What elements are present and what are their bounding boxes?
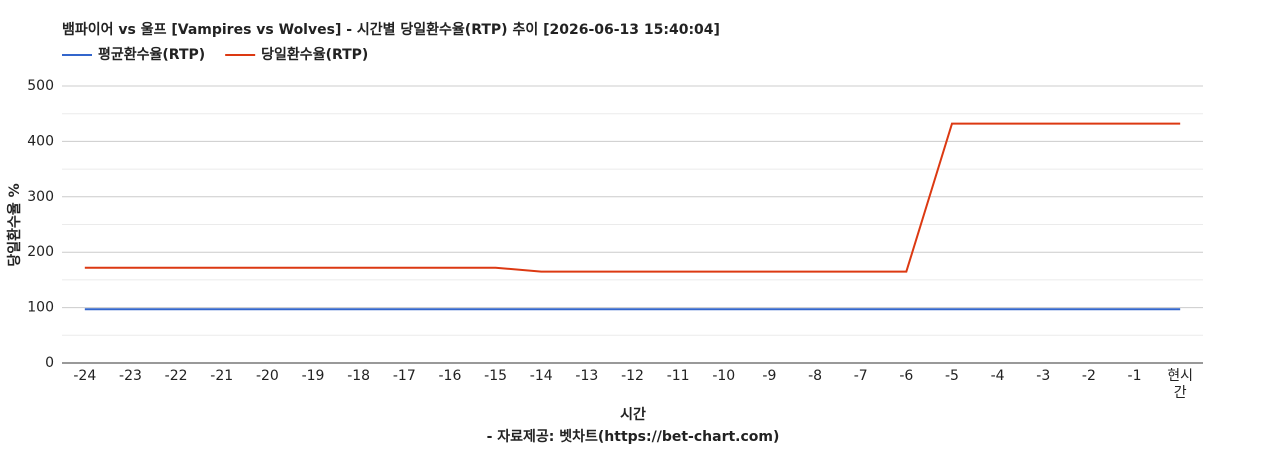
y-tick-label: 200 <box>27 244 54 260</box>
x-tick-label: -20 <box>255 368 279 384</box>
x-tick-label: -2 <box>1081 368 1096 384</box>
x-tick-label: -23 <box>119 368 142 384</box>
legend-label: 평균환수율(RTP) <box>98 46 205 63</box>
x-tick-label: -17 <box>392 368 416 384</box>
x-tick-label: -16 <box>438 368 462 384</box>
y-axis-label: 당일환수율 % <box>6 183 23 266</box>
x-tick-label: -11 <box>666 368 690 384</box>
data-line <box>84 122 1181 273</box>
x-tick-label: -15 <box>484 368 508 384</box>
x-tick-label: -21 <box>210 368 234 384</box>
x-tick-label: 현시간 <box>1167 368 1194 401</box>
x-axis-label: 시간 <box>620 406 646 423</box>
y-tick-label: 400 <box>27 133 54 149</box>
x-tick-label: -4 <box>990 368 1005 384</box>
x-tick-label: -8 <box>808 368 823 384</box>
legend-label: 당일환수율(RTP) <box>261 46 368 63</box>
x-tick-label: -1 <box>1127 368 1142 384</box>
x-tick-label: -6 <box>899 368 914 384</box>
x-tick-label: -10 <box>712 368 736 384</box>
chart-title: 뱀파이어 vs 울프 [Vampires vs Wolves] - 시간별 당일… <box>62 21 720 38</box>
x-tick-label: -9 <box>762 368 777 384</box>
x-tick-label: -13 <box>575 368 599 384</box>
x-tick-label: -7 <box>853 368 868 384</box>
x-tick-label: -24 <box>73 368 97 384</box>
x-tick-label: -12 <box>621 368 644 384</box>
source-note: - 자료제공: 벳차트(https://bet-chart.com) <box>487 428 780 445</box>
x-tick-label: -3 <box>1036 368 1051 384</box>
x-tick-label: -22 <box>164 368 188 384</box>
x-tick-label: -19 <box>301 368 325 384</box>
x-tick-label: -14 <box>529 368 553 384</box>
y-tick-label: 300 <box>27 189 54 205</box>
y-tick-label: 100 <box>27 300 54 316</box>
y-tick-label: 0 <box>45 355 54 371</box>
x-tick-label: -5 <box>944 368 959 384</box>
y-tick-label: 500 <box>27 78 54 94</box>
x-tick-label: -18 <box>347 368 371 384</box>
